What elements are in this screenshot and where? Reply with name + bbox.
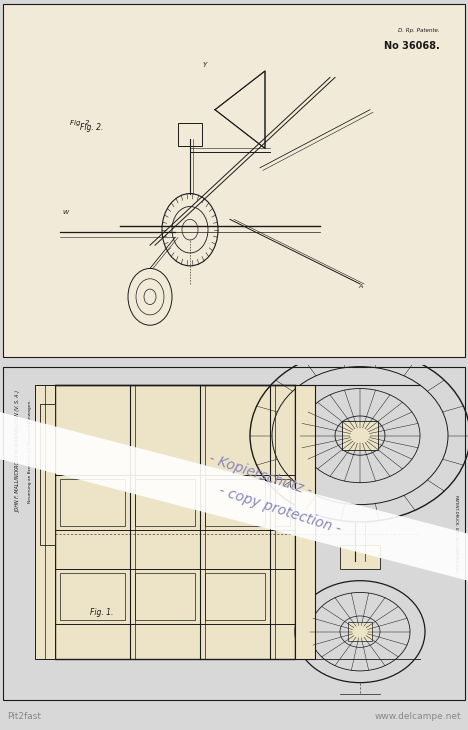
Bar: [348, 622, 372, 641]
Bar: [55, 385, 295, 659]
Text: - copy protection -: - copy protection -: [217, 484, 343, 537]
Text: W: W: [62, 210, 68, 215]
Text: Pit2fast: Pit2fast: [7, 712, 41, 721]
Bar: [135, 573, 195, 620]
Text: A: A: [358, 284, 362, 289]
Text: Fig. 2: Fig. 2: [70, 120, 90, 126]
Text: PATENT-DRUCK- UND AUSGABEBUREAU.: PATENT-DRUCK- UND AUSGABEBUREAU.: [454, 495, 458, 572]
Bar: [35, 385, 55, 659]
Bar: [135, 479, 195, 526]
Text: Fig. 1.: Fig. 1.: [90, 608, 113, 617]
Text: No 36068.: No 36068.: [384, 42, 440, 51]
Bar: [295, 385, 315, 659]
Text: D. Rp. Patente.: D. Rp. Patente.: [398, 28, 440, 34]
Bar: [342, 421, 378, 450]
Bar: [275, 479, 290, 526]
Text: www.delcampe.net: www.delcampe.net: [374, 712, 461, 721]
Text: Fig. 2.: Fig. 2.: [80, 123, 103, 131]
Bar: [60, 573, 125, 620]
Bar: [205, 479, 265, 526]
Text: JOHN F. MALLINCKRODT in WASHINGTON (V. S. A.): JOHN F. MALLINCKRODT in WASHINGTON (V. S…: [15, 391, 21, 512]
Text: - Kopierschutz -: - Kopierschutz -: [206, 451, 314, 498]
Bar: [340, 545, 380, 569]
Text: Y: Y: [203, 61, 207, 68]
Bar: [40, 404, 55, 545]
Bar: [178, 123, 202, 146]
Bar: [60, 479, 125, 526]
Polygon shape: [215, 71, 265, 148]
Text: Neuerung an Bremsen fur Strassenbahnwagen.: Neuerung an Bremsen fur Strassenbahnwage…: [28, 399, 32, 503]
Polygon shape: [0, 412, 468, 580]
Bar: [205, 573, 265, 620]
